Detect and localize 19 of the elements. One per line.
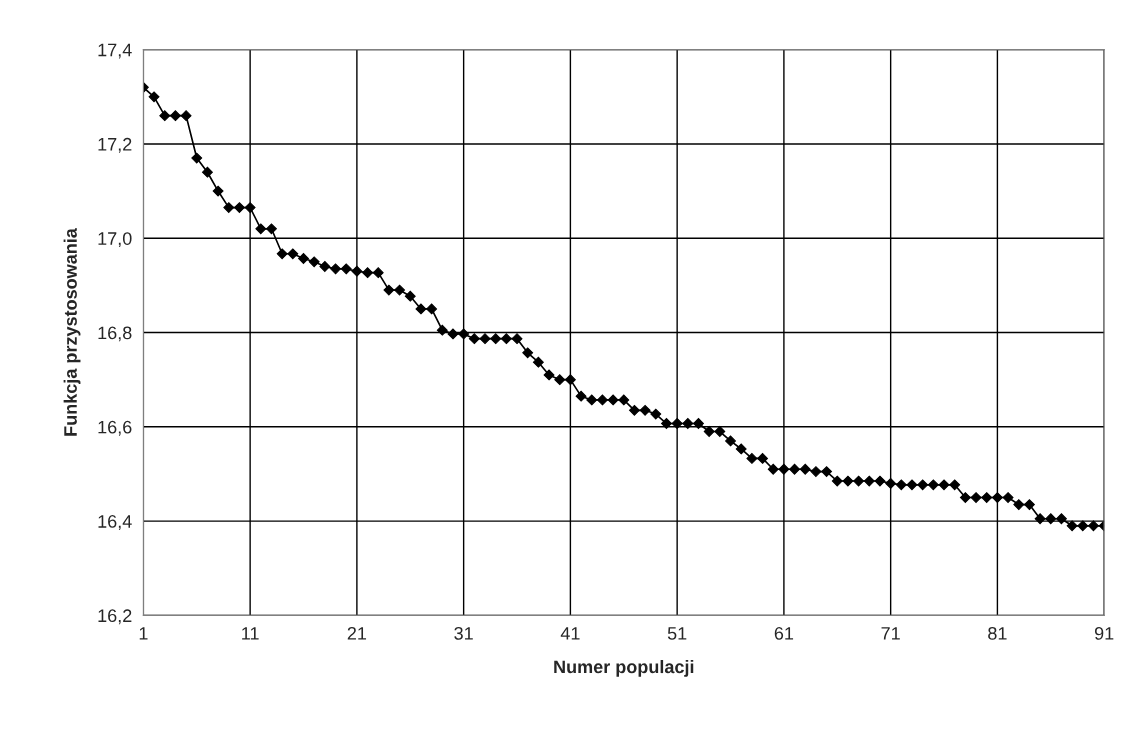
x-tick-label: 71 (881, 627, 900, 640)
x-axis-title: Numer populacji (554, 660, 694, 677)
x-tick-label: 31 (454, 626, 473, 640)
x-tick-label: 11 (242, 627, 259, 640)
x-tick-label: 91 (1094, 626, 1114, 640)
y-tick-label: 16,6 (98, 420, 132, 436)
y-tick-label: 16,4 (98, 515, 132, 530)
x-tick-label: 61 (774, 626, 794, 640)
y-tick-label: 17,2 (98, 137, 132, 153)
x-tick-label: 51 (667, 627, 687, 640)
x-tick-label: 1 (139, 627, 148, 640)
y-tick-label: 17,0 (98, 232, 132, 248)
y-tick-label: 16,2 (98, 609, 132, 625)
y-tick-label: 17,4 (98, 43, 132, 59)
y-axis-title: Funkcja przystosowania (63, 228, 81, 436)
x-tick-label: 41 (560, 627, 580, 640)
y-tick-label: 16,8 (98, 326, 132, 342)
x-tick-label: 21 (347, 626, 367, 640)
x-tick-label: 81 (988, 626, 1007, 640)
